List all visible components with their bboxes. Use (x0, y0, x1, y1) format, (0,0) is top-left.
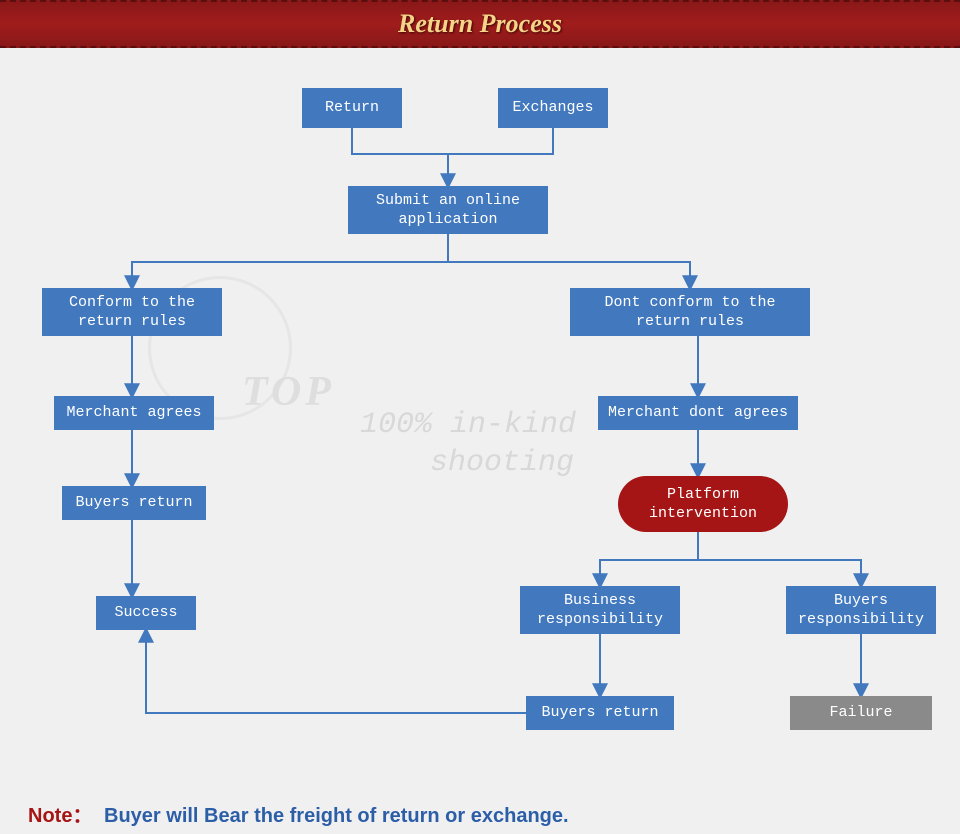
node-bret1: Buyers return (62, 486, 206, 520)
node-exchanges: Exchanges (498, 88, 608, 128)
node-submit: Submit an onlineapplication (348, 186, 548, 234)
node-buyresp: Buyersresponsibility (786, 586, 936, 634)
watermark-line1: 100% in-kind (360, 408, 576, 442)
edge-submit-conform (132, 234, 448, 288)
node-bret2: Buyers return (526, 696, 674, 730)
edge-exchanges-submit (448, 128, 553, 154)
edge-bret2-success (146, 630, 526, 713)
node-return: Return (302, 88, 402, 128)
footer-note: Note： Buyer will Bear the freight of ret… (28, 799, 569, 828)
edge-submit-dontconf (448, 234, 690, 288)
note-text: Buyer will Bear the freight of return or… (104, 805, 569, 827)
watermark-top: TOP (242, 368, 335, 416)
node-dontconf: Dont conform to thereturn rules (570, 288, 810, 336)
node-magree: Merchant agrees (54, 396, 214, 430)
node-bizresp: Businessresponsibility (520, 586, 680, 634)
flowchart-canvas: TOP 100% in-kind shooting Return Exchange… (0, 48, 960, 808)
edge-platform-bizresp (600, 532, 698, 586)
node-success: Success (96, 596, 196, 630)
node-platform: Platformintervention (618, 476, 788, 532)
edge-return-submit (352, 128, 448, 186)
node-mdont: Merchant dont agrees (598, 396, 798, 430)
node-failure: Failure (790, 696, 932, 730)
page-title: Return Process (398, 9, 562, 39)
node-conform: Conform to thereturn rules (42, 288, 222, 336)
edge-platform-buyresp (698, 532, 861, 586)
note-label: Note： (28, 805, 92, 827)
watermark-line2: shooting (430, 446, 574, 480)
header-banner: Return Process (0, 0, 960, 48)
